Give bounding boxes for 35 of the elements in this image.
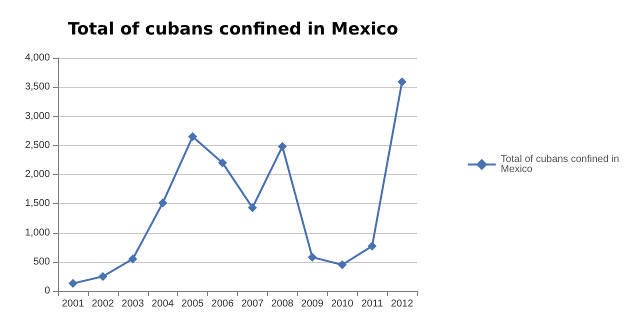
point — [128, 254, 138, 264]
point — [278, 142, 287, 152]
y-tick-label: 0 — [44, 286, 50, 296]
point — [218, 158, 228, 168]
x-tick-label: 2006 — [211, 298, 234, 310]
x-tick-label: 2012 — [390, 298, 414, 310]
x-tick-label: 2002 — [92, 298, 114, 310]
y-tick-label: 3,000 — [24, 110, 50, 122]
point — [68, 278, 78, 288]
legend-label: Total of cubans confined in Mexico — [500, 154, 622, 175]
y-tick-label: 2,000 — [24, 169, 50, 180]
point — [338, 260, 347, 270]
x-tick-label: 2004 — [152, 298, 174, 310]
y-tick-label: 3,500 — [24, 82, 50, 93]
x-tick-label: 2010 — [331, 298, 354, 310]
x-tick-label: 2007 — [241, 298, 264, 310]
x-tick-label: 2009 — [301, 298, 324, 310]
y-tick-label: 1,000 — [24, 227, 50, 238]
x-tick-label: 2008 — [271, 298, 294, 310]
point — [308, 252, 317, 262]
x-tick-label: 2003 — [122, 298, 144, 310]
y-tick-label: 1,500 — [24, 198, 50, 210]
x-tick-label: 2011 — [361, 298, 384, 310]
y-tick-label: 500 — [33, 256, 50, 268]
x-tick-label: 2001 — [62, 298, 85, 310]
point — [368, 242, 377, 251]
point — [248, 203, 257, 212]
y-tick-label: 4,000 — [24, 52, 50, 64]
chart-title: Total of cubans confined in Mexico — [68, 20, 398, 40]
point — [188, 132, 198, 142]
point — [158, 198, 168, 208]
point — [398, 77, 407, 86]
point — [98, 272, 108, 281]
y-tick-label: 2,500 — [24, 140, 50, 151]
x-tick-label: 2005 — [182, 298, 204, 310]
